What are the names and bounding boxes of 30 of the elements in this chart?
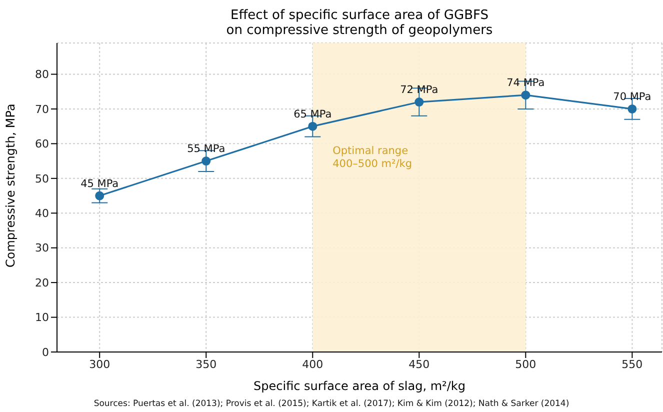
band-label: Optimal range 400–500 m²/kg <box>332 145 412 170</box>
y-tick-label: 0 <box>42 346 49 359</box>
y-tick-label: 20 <box>35 276 49 290</box>
point <box>414 98 424 107</box>
point <box>95 191 104 200</box>
point <box>308 122 318 131</box>
y-tick-label: 50 <box>35 172 49 186</box>
y-tick-label: 30 <box>35 242 49 255</box>
data-label: 45 MPa <box>80 178 119 190</box>
chart-title: Effect of specific surface area of GGBFS on compressive strength of geopolymers <box>225 8 494 38</box>
y-axis-title: Compressive strength, MPa <box>3 104 18 268</box>
point <box>521 90 530 100</box>
x-tick-label: 500 <box>515 358 536 371</box>
data-label: 55 MPa <box>187 143 226 156</box>
y-tick-label: 60 <box>35 138 49 151</box>
x-tick-label: 350 <box>196 358 217 371</box>
x-tick-label: 400 <box>302 358 324 371</box>
point <box>202 156 211 166</box>
x-tick-label: 550 <box>622 358 643 371</box>
point <box>628 104 637 114</box>
y-tick-label: 80 <box>35 68 49 82</box>
x-tick-label: 450 <box>408 358 430 371</box>
y-tick-label: 40 <box>35 207 49 220</box>
data-label: 65 MPa <box>294 108 332 120</box>
x-tick-label: 300 <box>89 358 110 371</box>
data-label: 70 MPa <box>613 90 652 103</box>
source-note: Sources: Puertas et al. (2013); Provis et al. (2015); Kartik et al. (2017); Kim & Kim (2012); Nath & Sarker (2014) <box>92 399 570 409</box>
x-axis-title: Specific surface area of slag, m²/kg <box>254 379 466 393</box>
y-tick-label: 70 <box>35 102 49 116</box>
y-tick-label: 10 <box>35 311 49 324</box>
